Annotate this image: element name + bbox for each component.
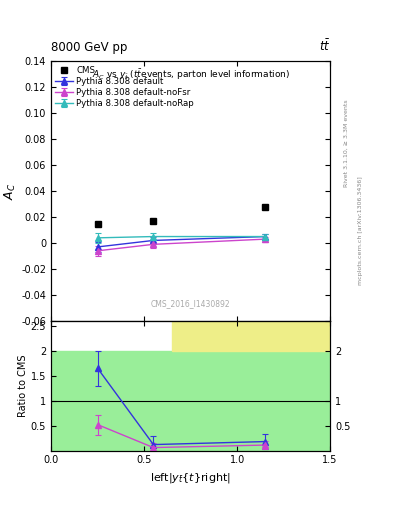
Legend: CMS, Pythia 8.308 default, Pythia 8.308 default-noFsr, Pythia 8.308 default-noRa: CMS, Pythia 8.308 default, Pythia 8.308 … [54, 64, 196, 110]
Text: $t\bar{t}$: $t\bar{t}$ [319, 38, 330, 54]
Y-axis label: $A_C$: $A_C$ [4, 182, 18, 200]
CMS [151, 218, 156, 224]
Bar [51, 351, 330, 451]
Line: CMS: CMS [94, 203, 268, 227]
Text: mcplots.cern.ch [arXiv:1306.3436]: mcplots.cern.ch [arXiv:1306.3436] [358, 176, 363, 285]
Y-axis label: Ratio to CMS: Ratio to CMS [18, 354, 28, 417]
CMS [95, 221, 100, 227]
CMS [263, 204, 267, 210]
Text: 8000 GeV pp: 8000 GeV pp [51, 41, 127, 54]
X-axis label: left$|y_{\bar{t}}\{t\}$right$|$: left$|y_{\bar{t}}\{t\}$right$|$ [150, 471, 231, 485]
Text: $A_C$ vs $y_{\bar{t}}$ ($t\bar{t}$events, parton level information): $A_C$ vs $y_{\bar{t}}$ ($t\bar{t}$events… [92, 67, 290, 81]
Bar [172, 321, 330, 351]
Text: CMS_2016_I1430892: CMS_2016_I1430892 [151, 299, 230, 308]
Text: Rivet 3.1.10, ≥ 3.3M events: Rivet 3.1.10, ≥ 3.3M events [344, 99, 349, 187]
